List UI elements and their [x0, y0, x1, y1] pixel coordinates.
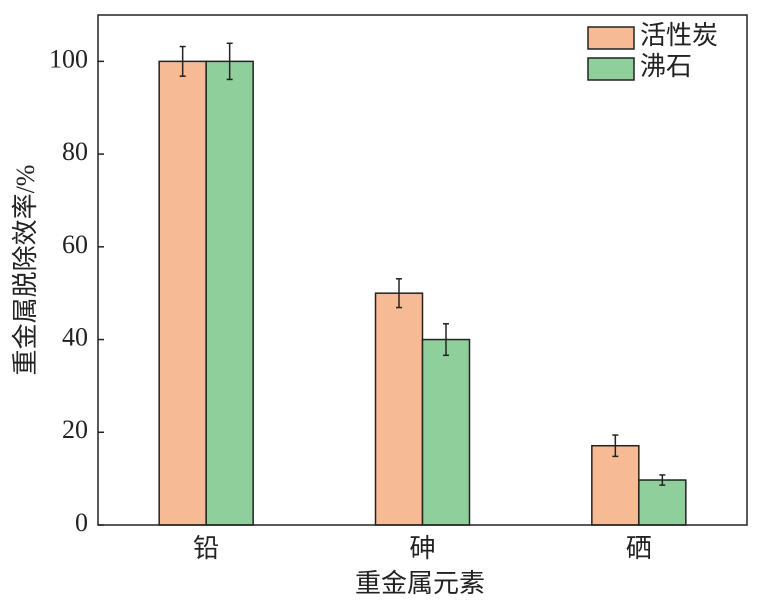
error-bar: [396, 278, 402, 309]
plot-frame: [97, 14, 748, 526]
x-tick-label: 硒: [626, 534, 652, 563]
error-bar: [179, 45, 186, 77]
legend-swatch: [587, 57, 635, 81]
bar: [205, 60, 254, 526]
x-axis-label: 重金属元素: [355, 569, 485, 598]
legend-label: 活性炭: [640, 21, 718, 50]
y-tick-label: 60: [62, 230, 88, 259]
x-tick-label: 铅: [193, 534, 219, 563]
error-bar: [226, 42, 233, 81]
bar: [638, 479, 687, 526]
y-tick-label: 100: [49, 44, 88, 73]
legend-swatch: [587, 26, 635, 50]
legend-label: 沸石: [640, 52, 692, 81]
x-tick-label: 砷: [409, 534, 435, 563]
bar: [374, 292, 424, 526]
error-bar: [443, 323, 449, 357]
y-tick-label: 80: [62, 137, 88, 166]
bar: [158, 60, 207, 526]
bar: [591, 444, 640, 526]
y-axis-label: 重金属脱除效率/%: [11, 165, 40, 376]
bar: [421, 338, 471, 526]
y-tick-label: 20: [62, 415, 88, 444]
y-tick-label: 40: [62, 323, 88, 352]
error-bar: [612, 434, 619, 458]
error-bar: [659, 474, 666, 486]
y-tick-label: 0: [75, 508, 88, 537]
